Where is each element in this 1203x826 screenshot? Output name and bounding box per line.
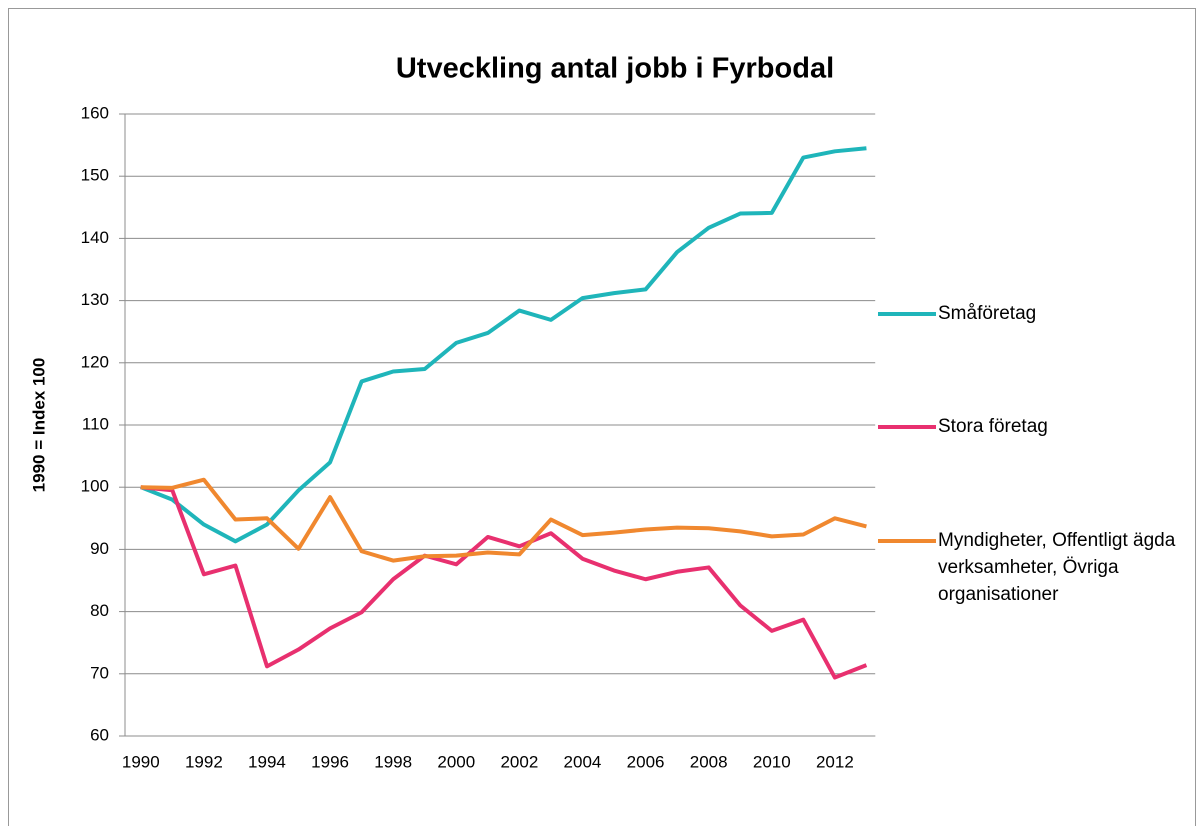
legend-label: Småföretag: [938, 303, 1037, 324]
x-tick-label: 2010: [753, 752, 791, 771]
x-tick-label: 1990: [122, 752, 160, 771]
legend-label: Myndigheter, Offentligt ägda verksamhete…: [938, 530, 1176, 605]
y-tick-label: 70: [90, 663, 109, 682]
x-tick-label: 2000: [437, 752, 475, 771]
y-tick-label: 160: [81, 103, 109, 122]
series-line: [140, 477, 867, 563]
chart-frame: [8, 8, 1196, 826]
chart-title: Utveckling antal jobb i Fyrbodal: [396, 53, 834, 85]
y-tick-label: 150: [81, 166, 109, 185]
x-tick-label: 1998: [374, 752, 412, 771]
y-tick-label: 100: [81, 477, 109, 496]
y-tick-label: 140: [81, 228, 109, 247]
x-tick-label: 2008: [690, 752, 728, 771]
x-tick-label: 2004: [564, 752, 602, 771]
x-tick-label: 1992: [185, 752, 223, 771]
y-tick-label: 90: [90, 539, 109, 558]
y-tick-label: 120: [81, 352, 109, 371]
x-tick-label: 1996: [311, 752, 349, 771]
x-tick-label: 1994: [248, 752, 286, 771]
series-line: [140, 485, 868, 680]
y-tick-label: 130: [81, 290, 109, 309]
y-tick-label: 80: [90, 601, 109, 620]
legend-label: Stora företag: [938, 416, 1048, 437]
x-tick-label: 2006: [627, 752, 665, 771]
x-tick-label: 2012: [816, 752, 854, 771]
y-tick-label: 110: [82, 414, 109, 433]
x-tick-label: 2002: [500, 752, 538, 771]
series-line: [140, 146, 867, 544]
y-tick-label: 60: [90, 725, 109, 744]
y-axis-label: 1990 = Index 100: [29, 358, 48, 493]
